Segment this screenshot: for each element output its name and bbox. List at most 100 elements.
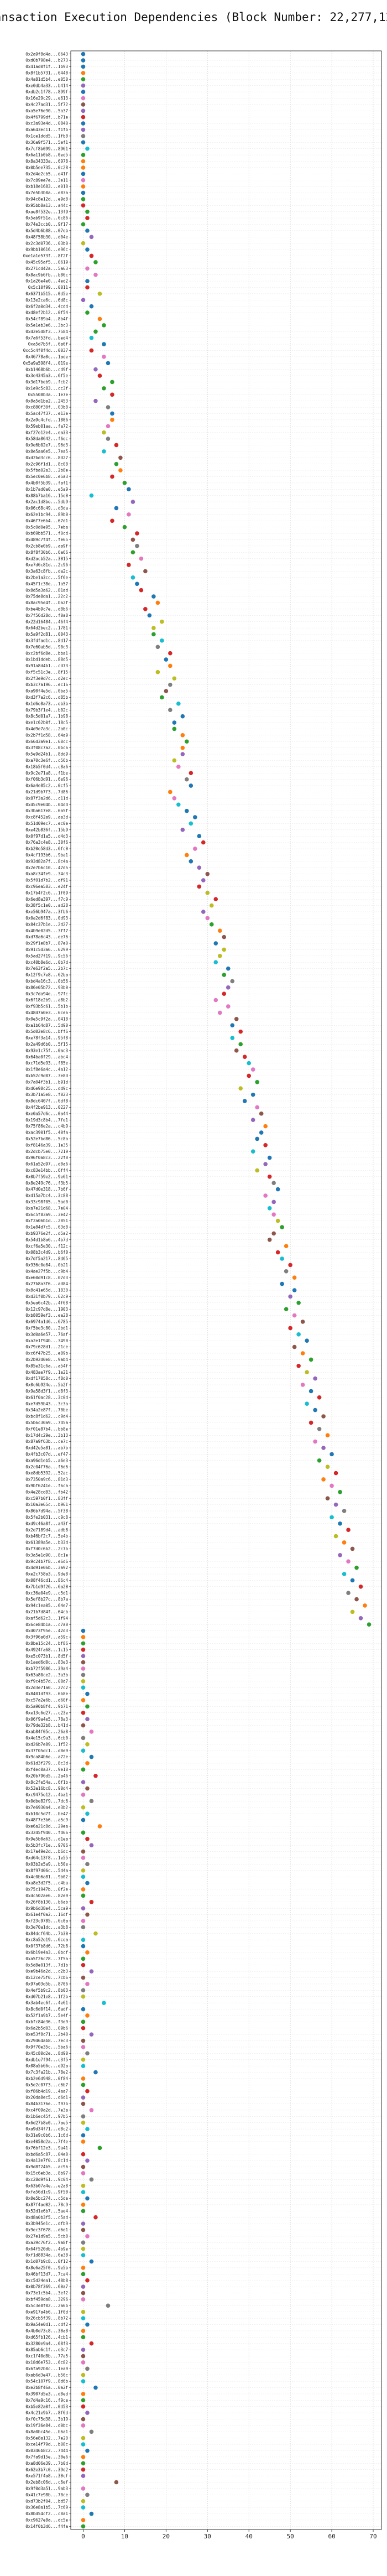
data-point: [110, 418, 114, 422]
y-tick-label: 0x5d4b6b88...07eb: [25, 228, 68, 233]
y-tick-label: 0x0f37b8d6...72b8: [25, 1944, 68, 1949]
y-tick-label: 0x8f8f30b6...6a66: [25, 550, 68, 555]
data-point: [127, 512, 131, 517]
y-tick-label: 0x63a80ce2...3a3b: [25, 1673, 68, 1677]
y-tick-label: 0xb5e82a0f...0d53: [25, 2404, 68, 2409]
data-points: [81, 51, 372, 2529]
data-point: [226, 966, 231, 971]
y-tick-label: 0x64f520db...4b9e: [25, 2246, 68, 2251]
y-tick-label: 0x6fa92b0c...1ea9: [25, 2366, 68, 2371]
data-point: [338, 1489, 342, 1494]
data-point: [81, 2227, 86, 2232]
y-tick-label: 0x0f97d1a5...d4d3: [25, 834, 68, 839]
y-tick-label: 0x271cd42a...5a63: [25, 266, 68, 271]
y-tick-label: 0x7fa9d15e...30e6: [25, 2455, 68, 2460]
y-tick-label: 0x61d3f279...8c3d: [25, 1761, 68, 1766]
y-tick-label: 0x2c04f76a...f6d6: [25, 1464, 68, 1469]
data-point: [81, 2253, 86, 2257]
data-point: [81, 2095, 86, 2100]
y-tick-label: 0x9f70e35c...5ba6: [25, 2045, 68, 2050]
y-tick-label: 0x6d27b8e0...7ae5: [25, 2120, 68, 2125]
y-tick-label: 0x6f2a0d34...4cdd: [25, 304, 68, 309]
y-tick-label: 0x8d5a3a62...81ad: [25, 588, 68, 593]
data-point: [296, 1332, 301, 1337]
data-point: [346, 1591, 351, 1595]
y-tick-label: 0x3f96a0d7...a59c: [25, 1635, 68, 1640]
data-point: [213, 897, 218, 902]
data-point: [81, 190, 86, 195]
y-tick-label: 0x8a0bc45e...b6a1: [25, 2429, 68, 2434]
y-tick-label: 0xc9475e12...4ba1: [25, 1793, 68, 1798]
data-point: [247, 1073, 252, 1078]
y-tick-label: 0x06f9a4e5...78a3: [25, 1717, 68, 1722]
y-tick-label: 0x12ce75f0...7cb6: [25, 1975, 68, 1980]
data-point: [85, 1691, 90, 1696]
data-point: [102, 355, 106, 359]
y-tick-label: 0x3f08c7a2...0bc6: [25, 745, 68, 750]
y-tick-label: 0xf86b4d19...4aa7: [25, 2089, 68, 2094]
y-tick-label: 0x62e3b7c0...39d2: [25, 2467, 68, 2472]
data-point: [106, 405, 111, 409]
data-point: [350, 1546, 355, 1551]
data-point: [321, 1446, 326, 1450]
y-tick-label: 0x9f0d3a51...9ab3: [25, 2486, 68, 2491]
y-tick-label: 0x5c10f99...0011: [28, 285, 68, 290]
y-tick-label: 0xc9627e8a...dc5e: [25, 2518, 68, 2523]
y-tick-label: 0xa8c34fe9...34c3: [25, 871, 68, 876]
data-point: [325, 1496, 330, 1500]
data-point: [81, 1887, 86, 1892]
data-point: [81, 2423, 86, 2428]
data-point: [346, 1528, 351, 1532]
data-point: [193, 846, 197, 851]
data-point: [160, 695, 164, 700]
data-point: [189, 771, 194, 776]
data-point: [81, 1641, 86, 1646]
y-tick-label: 0x75c1947b...0f2e: [25, 1887, 68, 1892]
data-point: [81, 2335, 86, 2340]
data-point: [85, 2411, 90, 2415]
y-tick-label: 0x27e1d9a5...5cb8: [25, 2234, 68, 2239]
y-tick-label: 0x18b5f0d4...c8a6: [25, 764, 68, 769]
data-point: [338, 1521, 342, 1526]
data-point: [180, 752, 185, 756]
y-tick-label: 0x08a5b66c...d92a: [25, 2064, 68, 2069]
y-tick-label: 0x4d91e06b...3a92: [25, 1565, 68, 1570]
data-point: [222, 991, 227, 996]
data-point: [81, 2064, 86, 2068]
data-point: [81, 1994, 86, 1999]
y-tick-label: 0x46778a0c...1ade: [25, 354, 68, 359]
data-point: [255, 1105, 260, 1110]
data-point: [305, 1338, 309, 1343]
y-tick-label: 0x5e2c07f3...c6b7: [25, 2082, 68, 2087]
y-tick-label: 0xa8d06e39...7b0d: [25, 2461, 68, 2466]
y-tick-label: 0xa2e1f94b...3490: [25, 1338, 68, 1343]
data-point: [85, 266, 90, 271]
data-point: [102, 2001, 106, 2005]
data-point: [81, 2316, 86, 2320]
y-tick-label: 0x4b0d73c8...30a8: [25, 2329, 68, 2334]
y-tick-label: 0x8bd54cf2...c8a1: [25, 2511, 68, 2516]
y-tick-label: 0xa96d1eb5...a6e3: [25, 1458, 68, 1463]
data-point: [81, 2417, 86, 2422]
data-point: [213, 960, 218, 965]
y-tick-label: 0x3fdfad1c...8d17: [25, 638, 68, 643]
data-point: [81, 2183, 86, 2188]
data-point: [89, 1754, 94, 1759]
data-point: [93, 272, 98, 277]
data-point: [81, 1748, 86, 1753]
data-point: [325, 1464, 330, 1469]
y-tick-label: 0x9bb10616...e96c: [25, 247, 68, 252]
data-point: [288, 1326, 292, 1331]
y-tick-label: 0x9e6b02e7...96d3: [25, 443, 68, 448]
y-tick-label: 0x6a11b0b8...0ed5: [25, 153, 68, 158]
y-tick-label: 0xa7e21d68...7e04: [25, 1206, 68, 1211]
data-point: [81, 2379, 86, 2383]
data-point: [81, 203, 86, 208]
y-tick-label: 0x54cf89a4...8b4f: [25, 316, 68, 321]
data-point: [81, 2309, 86, 2314]
data-point: [81, 2133, 86, 2138]
y-tick-label: 0x6a4e85c2...0cf5: [25, 783, 68, 788]
y-tick-label: 0x54c107f9...8d6b: [25, 2379, 68, 2384]
data-point: [250, 1092, 255, 1097]
data-point: [263, 1193, 268, 1198]
